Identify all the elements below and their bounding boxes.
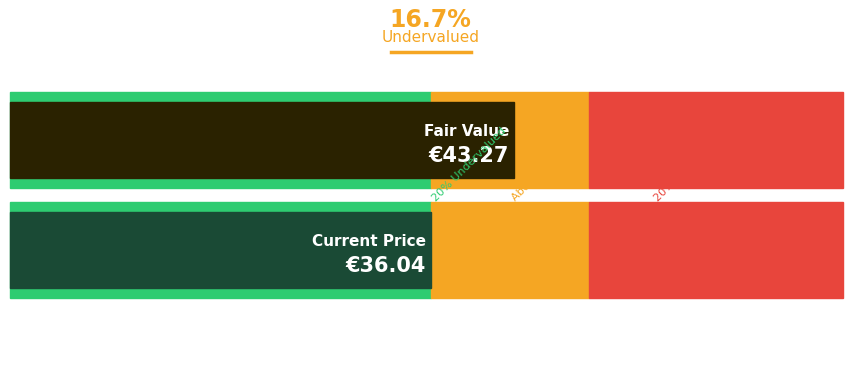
Text: €36.04: €36.04 bbox=[345, 256, 425, 276]
Text: 20% Overvalued: 20% Overvalued bbox=[652, 130, 724, 203]
Text: €43.27: €43.27 bbox=[428, 146, 509, 166]
Bar bbox=[10, 102, 514, 178]
Text: Fair Value: Fair Value bbox=[423, 125, 509, 139]
Bar bbox=[10, 212, 430, 288]
Bar bbox=[10, 202, 430, 298]
Text: Undervalued: Undervalued bbox=[381, 30, 479, 46]
Bar bbox=[10, 92, 430, 188]
Text: Current Price: Current Price bbox=[311, 234, 425, 250]
Text: 20% Undervalued: 20% Undervalued bbox=[430, 125, 508, 203]
Bar bbox=[588, 92, 842, 188]
Text: About Right: About Right bbox=[509, 149, 563, 203]
Bar bbox=[430, 202, 588, 298]
Text: 16.7%: 16.7% bbox=[389, 8, 471, 32]
Bar bbox=[430, 92, 588, 188]
Bar bbox=[588, 202, 842, 298]
